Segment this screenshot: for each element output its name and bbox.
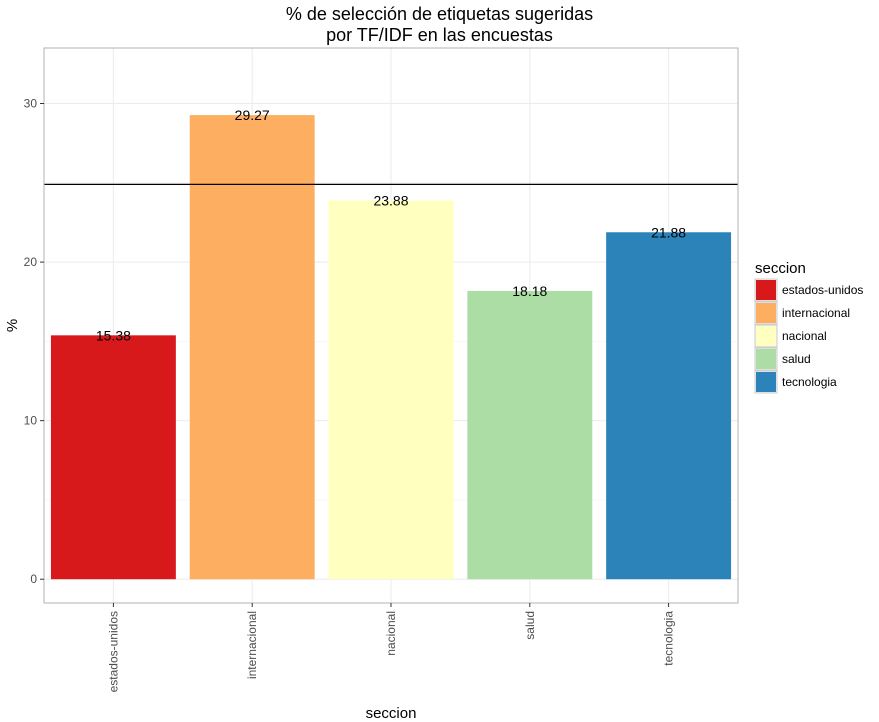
bar-salud <box>467 290 593 580</box>
legend-swatch-estados-unidos <box>756 280 776 300</box>
x-axis-title: seccion <box>366 705 417 722</box>
value-label: 23.88 <box>373 193 408 209</box>
legend-swatch-salud <box>756 349 776 369</box>
legend-swatch-tecnologia <box>756 372 776 392</box>
value-label: 21.88 <box>651 224 686 240</box>
legend-swatch-internacional <box>756 303 776 323</box>
bar-internacional <box>189 115 315 580</box>
bar-nacional <box>328 200 454 580</box>
legend-title: seccion <box>755 260 806 277</box>
y-tick-label: 10 <box>24 414 38 428</box>
legend-label: internacional <box>782 306 850 320</box>
value-label: 15.38 <box>96 327 131 343</box>
x-tick-label: estados-unidos <box>106 611 120 692</box>
legend-label: salud <box>782 352 811 366</box>
value-label: 18.18 <box>512 283 547 299</box>
bar-tecnologia <box>606 232 732 580</box>
legend-label: tecnologia <box>782 375 837 389</box>
legend-label: nacional <box>782 329 827 343</box>
y-tick-label: 20 <box>24 255 38 269</box>
value-label: 29.27 <box>235 107 270 123</box>
legend-swatch-nacional <box>756 326 776 346</box>
y-tick-label: 30 <box>24 97 38 111</box>
chart-title: % de selección de etiquetas sugeridas <box>285 4 594 24</box>
y-axis-title: % <box>4 319 21 332</box>
chart-subtitle: por TF/IDF en las encuestas <box>326 25 553 45</box>
x-tick-label: nacional <box>384 611 398 656</box>
x-tick-label: salud <box>523 611 537 640</box>
bar-estados-unidos <box>50 335 176 580</box>
legend-label: estados-unidos <box>782 283 863 297</box>
x-tick-label: tecnologia <box>662 611 676 666</box>
x-tick-label: internacional <box>245 611 259 679</box>
y-tick-label: 0 <box>30 572 37 586</box>
